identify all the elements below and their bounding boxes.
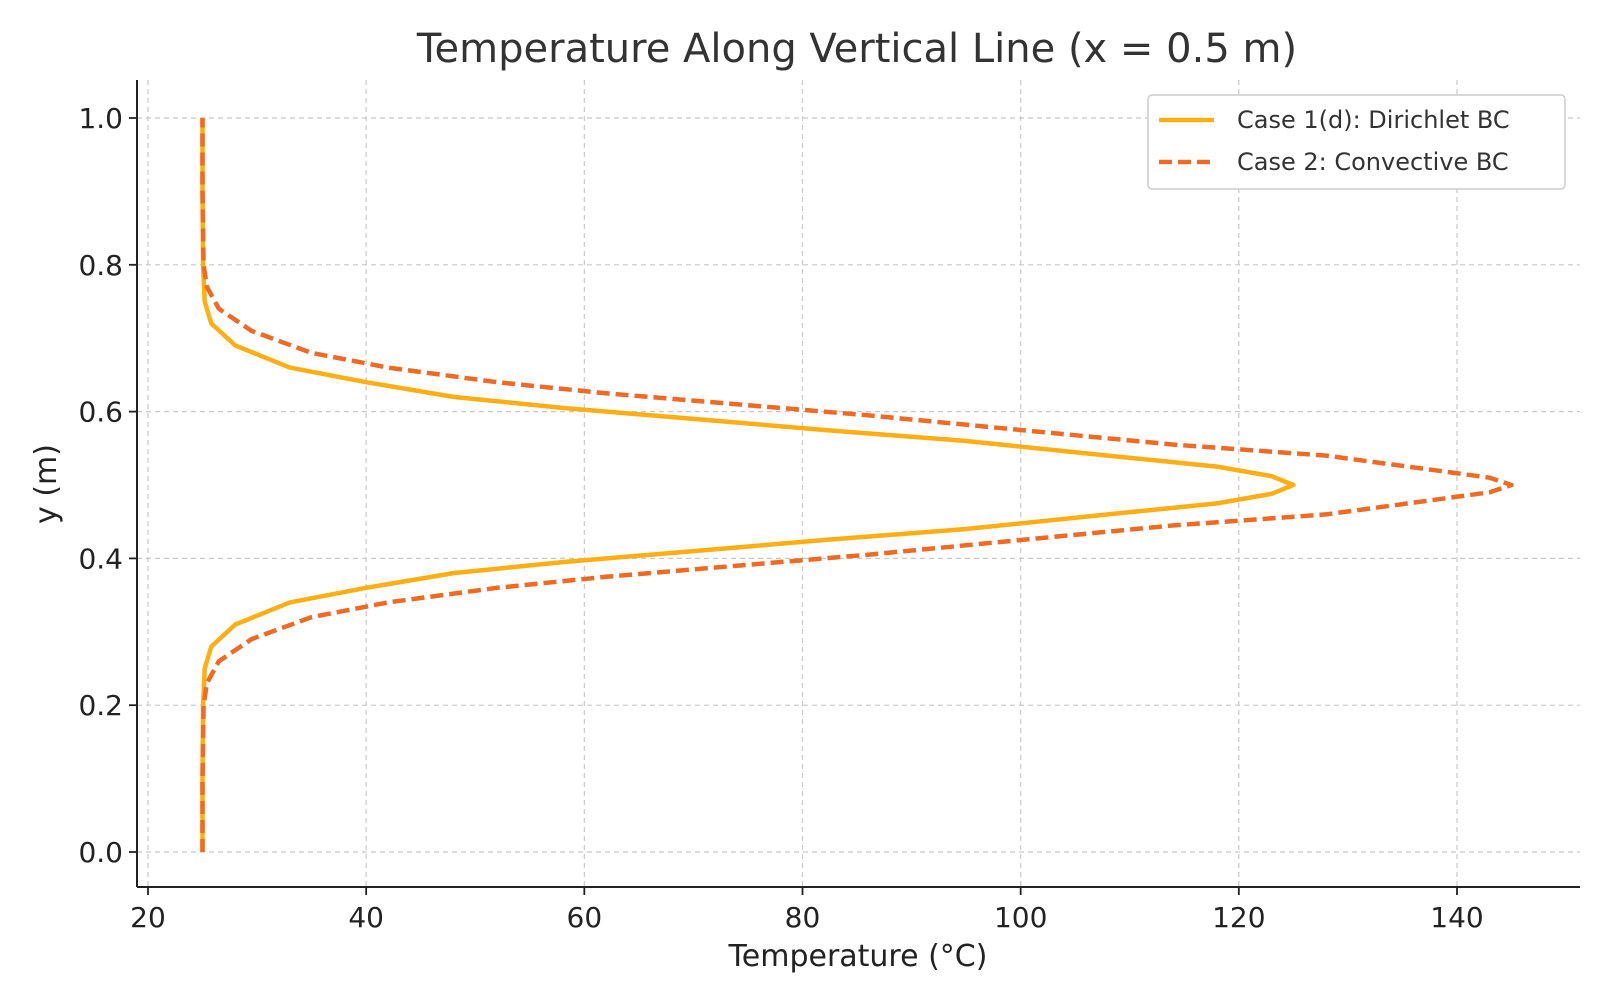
legend: Case 1(d): Dirichlet BC Case 2: Convecti…: [1147, 94, 1566, 190]
y-tick-label: 0.2: [78, 689, 123, 722]
series-line-case1: [200, 118, 1296, 852]
x-tick-label: 20: [130, 901, 166, 934]
legend-box: [1147, 94, 1566, 190]
x-axis-ticks: 20 40 60 80 100 120 140: [130, 887, 1484, 934]
x-tick-label: 60: [567, 901, 603, 934]
y-tick-label: 0.6: [78, 396, 123, 429]
data-series: [200, 118, 1514, 852]
x-axis-label: Temperature (°C): [728, 939, 988, 974]
x-tick-label: 80: [785, 901, 821, 934]
y-tick-label: 1.0: [78, 102, 123, 135]
legend-label-case2: Case 2: Convective BC: [1237, 148, 1509, 176]
y-axis-label: y (m): [29, 444, 64, 524]
grid-lines: [137, 80, 1580, 887]
y-tick-label: 0.4: [78, 542, 123, 575]
x-tick-label: 100: [994, 901, 1047, 934]
legend-label-case1: Case 1(d): Dirichlet BC: [1237, 106, 1510, 134]
axes: [136, 80, 1580, 888]
y-axis-ticks: 0.0 0.2 0.4 0.6 0.8 1.0: [78, 102, 137, 869]
y-tick-label: 0.8: [78, 249, 123, 282]
x-tick-label: 120: [1212, 901, 1265, 934]
chart-title: Temperature Along Vertical Line (x = 0.5…: [416, 26, 1297, 72]
x-tick-label: 40: [348, 901, 384, 934]
y-tick-label: 0.0: [78, 836, 123, 869]
x-tick-label: 140: [1430, 901, 1483, 934]
series-line-case2: [200, 118, 1514, 852]
